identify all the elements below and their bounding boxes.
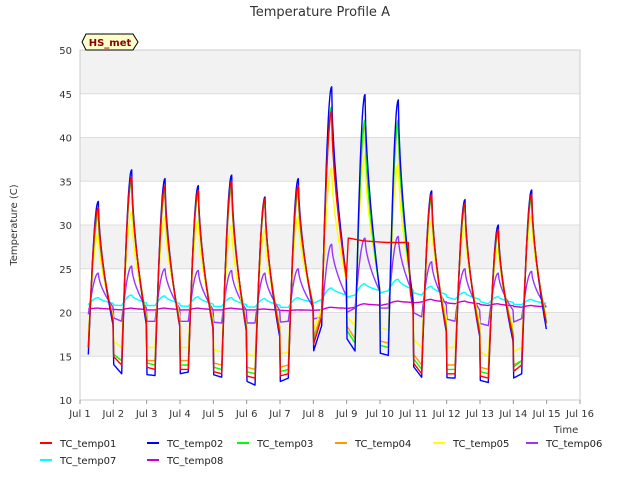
legend-label-tc_temp05: TC_temp05 xyxy=(452,439,509,450)
x-tick-label: Jul 10 xyxy=(365,409,394,420)
legend-label-tc_temp02: TC_temp02 xyxy=(166,439,223,450)
y-axis-label: Temperature (C) xyxy=(9,184,20,266)
x-tick-label: Jul 15 xyxy=(532,409,561,420)
legend-label-tc_temp03: TC_temp03 xyxy=(256,439,313,450)
y-tick-labels: 10 15 20 25 30 35 40 45 50 xyxy=(59,46,72,407)
x-tick-label: Jul 3 xyxy=(135,409,158,420)
x-tick-label: Jul 7 xyxy=(268,409,291,420)
series-line-tc_temp07 xyxy=(87,278,547,308)
y-tick-label: 20 xyxy=(59,309,72,320)
series-lines xyxy=(87,86,547,386)
x-tick-label: Jul 12 xyxy=(432,409,461,420)
background-band xyxy=(80,50,580,94)
legend-label-tc_temp01: TC_temp01 xyxy=(59,439,116,450)
series-line-tc_temp08 xyxy=(88,298,547,312)
y-tick-label: 50 xyxy=(59,46,72,57)
x-tick-label: Jul 8 xyxy=(302,409,325,420)
legend-label-tc_temp08: TC_temp08 xyxy=(166,456,223,467)
x-tick-label: Jul 13 xyxy=(465,409,494,420)
x-tick-label: Jul 5 xyxy=(202,409,225,420)
x-tick-label: Jul 2 xyxy=(102,409,125,420)
y-tick-label: 40 xyxy=(59,134,72,145)
annotation-box: HS_met xyxy=(81,33,139,51)
y-tick-label: 35 xyxy=(59,177,72,188)
x-axis-label: Time xyxy=(553,425,578,436)
annotation-shape xyxy=(81,33,139,51)
legend-label-tc_temp06: TC_temp06 xyxy=(545,439,602,450)
x-tick-label: Jul 9 xyxy=(335,409,358,420)
legend: TC_temp01 TC_temp02 TC_temp03 TC_temp04 TC_t… xyxy=(40,439,602,467)
y-tick-label: 10 xyxy=(59,396,72,407)
y-tick-label: 25 xyxy=(59,265,72,276)
y-tick-label: 45 xyxy=(59,90,72,101)
y-tick-label: 15 xyxy=(59,352,72,363)
legend-label-tc_temp07: TC_temp07 xyxy=(59,456,116,467)
plot-frame xyxy=(79,49,581,401)
x-tick-label: Jul 1 xyxy=(68,409,91,420)
y-tick-label: 30 xyxy=(59,221,72,232)
x-tick-label: Jul 16 xyxy=(565,409,594,420)
x-tick-labels: Jul 1 Jul 2 Jul 3 Jul 4 Jul 5 Jul 6 Jul 7 Jul 8… xyxy=(68,400,594,420)
x-tick-label: Jul 11 xyxy=(398,409,427,420)
x-tick-label: Jul 6 xyxy=(235,409,258,420)
x-tick-label: Jul 4 xyxy=(168,409,191,420)
background-band xyxy=(80,312,580,357)
legend-label-tc_temp04: TC_temp04 xyxy=(354,439,411,450)
series-line-tc_temp01 xyxy=(87,110,547,379)
annotation-label: HS_met xyxy=(89,38,132,49)
chart-title: Temperature Profile A xyxy=(249,5,390,20)
x-tick-label: Jul 14 xyxy=(498,409,527,420)
